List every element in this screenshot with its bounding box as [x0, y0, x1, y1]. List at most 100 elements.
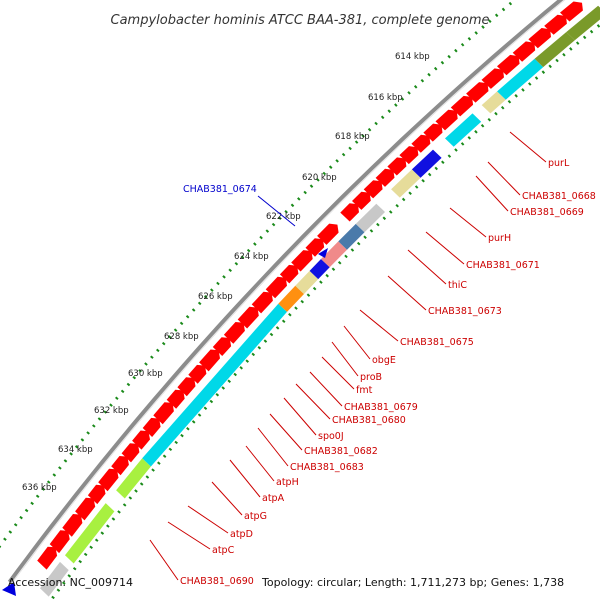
cog-box — [497, 58, 544, 100]
gene-arrow[interactable] — [411, 134, 431, 153]
gene-arrow[interactable] — [291, 250, 313, 272]
gene-label[interactable]: spo0J — [318, 431, 344, 442]
callout-line — [257, 195, 296, 227]
tick-label: 636 kbp — [22, 483, 57, 493]
gene-arrow[interactable] — [142, 417, 161, 437]
gene-arrow[interactable] — [466, 82, 489, 103]
gene-label[interactable]: atpD — [230, 529, 253, 540]
gene-label[interactable]: purL — [548, 158, 570, 169]
reverse-gene-marker — [318, 248, 328, 258]
gene-label[interactable]: atpC — [212, 545, 235, 556]
gene-arrow[interactable] — [363, 180, 383, 199]
gene-label[interactable]: proB — [360, 372, 382, 383]
label-leader-line — [359, 309, 399, 342]
gene-label[interactable]: CHAB381_0683 — [290, 462, 364, 473]
gene-arrow[interactable] — [512, 41, 536, 62]
gene-labels: purL CHAB381_0668 CHAB381_0669 purH CHAB381_… — [149, 131, 596, 587]
gene-arrow[interactable] — [132, 430, 150, 450]
label-leader-line — [331, 341, 359, 377]
gene-arrow[interactable] — [251, 291, 273, 314]
cog-box — [566, 5, 600, 41]
label-leader-line — [167, 521, 211, 550]
gene-arrow[interactable] — [75, 497, 96, 521]
tick-label: 630 kbp — [128, 369, 163, 379]
gene-arrow[interactable] — [387, 157, 407, 176]
gene-arrow[interactable] — [305, 238, 325, 257]
gene-arrow[interactable] — [166, 389, 185, 409]
gene-arrow[interactable] — [481, 68, 505, 89]
cog-box — [355, 203, 385, 233]
label-leader-line — [449, 207, 487, 238]
gene-arrow[interactable] — [98, 468, 119, 492]
gene-label[interactable]: CHAB381_0679 — [344, 402, 418, 413]
label-leader-line — [187, 505, 229, 534]
gene-label[interactable]: CHAB381_0690 — [180, 576, 254, 587]
cog-box — [116, 458, 151, 499]
tick-label: 628 kbp — [164, 332, 199, 342]
gene-label[interactable]: CHAB381_0673 — [428, 306, 502, 317]
gene-arrow[interactable] — [544, 14, 567, 35]
gene-arrow[interactable] — [279, 264, 299, 284]
gene-arrow[interactable] — [199, 349, 220, 372]
gene-arrow[interactable] — [399, 146, 419, 165]
cog-box — [40, 561, 69, 597]
gene-arrow[interactable] — [188, 364, 207, 384]
gene-arrow[interactable] — [177, 377, 196, 397]
gene-label[interactable]: CHAB381_0680 — [332, 415, 406, 426]
gene-label[interactable]: obgE — [372, 355, 396, 366]
gene-arrow[interactable] — [212, 337, 232, 356]
cog-box — [391, 169, 421, 198]
gene-arrow[interactable] — [37, 546, 58, 570]
gene-label[interactable]: atpA — [262, 493, 285, 504]
cog-box — [295, 270, 319, 294]
gene-label[interactable]: CHAB381_0669 — [510, 207, 584, 218]
label-leader-line — [309, 371, 343, 407]
gene-label[interactable]: CHAB381_0668 — [522, 191, 596, 202]
gene-arrow[interactable] — [121, 443, 140, 463]
gene-arrow[interactable] — [265, 276, 287, 299]
gene-arrow[interactable] — [423, 123, 443, 142]
gene-arrow[interactable] — [153, 402, 174, 425]
gene-arrow[interactable] — [528, 28, 551, 49]
gene-arrow[interactable] — [497, 54, 520, 76]
tick-label: 632 kbp — [94, 406, 129, 416]
gene-label[interactable]: CHAB381_0682 — [304, 446, 378, 457]
gene-label[interactable]: purH — [488, 233, 511, 244]
label-leader-line — [257, 427, 289, 467]
gene-arrow[interactable] — [560, 1, 583, 22]
tick-label: 620 kbp — [302, 173, 337, 183]
gene-arrow[interactable] — [223, 322, 245, 344]
gene-arrow[interactable] — [62, 514, 83, 537]
gene-arrow[interactable] — [375, 168, 395, 187]
gene-label[interactable]: atpH — [276, 477, 299, 488]
gene-arrow[interactable] — [340, 203, 359, 222]
gene-label[interactable]: CHAB381_0675 — [400, 337, 474, 348]
gene-arrow[interactable] — [435, 109, 458, 131]
gene-arrow[interactable] — [87, 484, 106, 505]
label-leader-line — [283, 397, 317, 436]
cog-box — [411, 149, 442, 178]
gene-label[interactable]: CHAB381_0671 — [466, 260, 540, 271]
gene-arrow[interactable] — [450, 95, 474, 117]
label-leader-line — [387, 275, 427, 311]
cog-box — [309, 259, 330, 280]
cog-box — [65, 503, 115, 564]
gene-arrow[interactable] — [352, 191, 371, 210]
gene-arrow[interactable] — [49, 530, 70, 554]
gene-arrow[interactable] — [111, 456, 129, 476]
label-leader-line — [269, 413, 303, 451]
label-leader-line — [211, 481, 243, 516]
gene-label[interactable]: fmt — [356, 385, 373, 396]
tick-label: 618 kbp — [335, 132, 370, 142]
cog-box — [338, 223, 365, 250]
gene-label-chab381-0674[interactable]: CHAB381_0674 — [183, 184, 257, 195]
gene-arrow[interactable] — [317, 223, 339, 245]
backbone-highlight — [10, 0, 566, 585]
gene-arrow[interactable] — [237, 306, 259, 329]
gene-label[interactable]: thiC — [448, 280, 467, 291]
gene-label[interactable]: atpG — [244, 511, 267, 522]
map-title: Campylobacter hominis ATCC BAA-381, comp… — [111, 13, 490, 28]
label-leader-line — [245, 445, 275, 482]
label-leader-line — [229, 459, 261, 498]
